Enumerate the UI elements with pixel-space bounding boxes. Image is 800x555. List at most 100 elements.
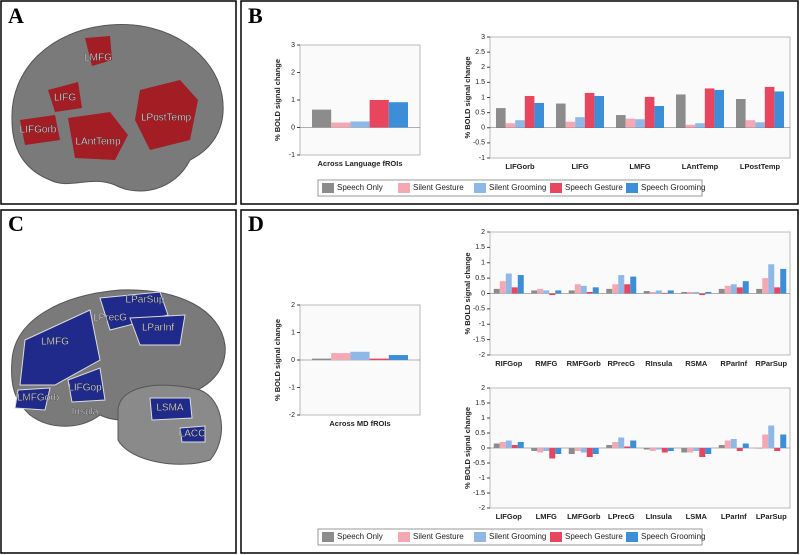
bar [774,91,784,128]
bar [549,448,556,459]
bar [493,443,500,448]
bar [756,288,763,294]
bar [745,120,756,128]
x-tick-label: LMFGorb [567,512,601,521]
legend-box [317,528,703,546]
bar [681,448,688,453]
y-tick-label: 1 [291,97,295,104]
bar [612,442,619,448]
y-tick-label: -1 [479,321,485,328]
bar [724,285,731,294]
y-tick-label: 2 [291,69,295,76]
bar [556,103,566,128]
bar [762,434,769,448]
brain-lateral [11,289,226,465]
legend-swatch [322,183,334,193]
bar [718,445,725,448]
bar [511,287,518,294]
bar [592,287,599,294]
bar [531,290,538,294]
bar [736,448,743,451]
bar [736,99,746,128]
x-tick-label: LAntTemp [682,162,719,171]
bar [718,288,725,294]
x-tick-label: RMFGorb [567,359,602,368]
bar [705,291,712,294]
bar [755,122,765,128]
region-label: LAntTemp [75,137,120,148]
panel-frame [240,0,799,205]
bar [505,440,512,448]
x-tick-label: LIFG [571,162,588,171]
y-tick-label: 2 [481,385,485,392]
region-label: Insula [72,407,99,418]
legend-label: Silent Gesture [413,532,464,541]
y-tick-label: -0.5 [473,306,485,313]
region-label: LPrecG [93,313,127,324]
bar [312,358,332,360]
legend-swatch [550,532,562,542]
y-tick-label: -1 [479,155,485,162]
bar [655,448,662,450]
bar [369,358,389,360]
bar [724,440,731,448]
bar [635,119,645,128]
legend-swatch [398,532,410,542]
bar [774,287,781,294]
bar [594,95,604,128]
bar [388,355,408,360]
x-tick-label: RInsula [645,359,673,368]
x-tick-label: LParSup [756,512,787,521]
bar [574,284,581,294]
bar [649,448,656,451]
bar [565,121,576,128]
y-tick-label: -2 [479,505,485,512]
bar [730,284,737,294]
bar [768,264,775,294]
y-tick-label: 1 [291,329,295,336]
bar [695,123,705,128]
y-tick-label: -0.5 [473,140,485,147]
region-label: LParSup [126,295,165,306]
legend-label: Speech Grooming [641,532,705,541]
y-axis-label: % BOLD signal change [463,252,472,334]
bar [705,448,712,454]
bar [630,440,637,448]
x-tick-label: LMFG [629,162,650,171]
legend-swatch [398,183,410,193]
panel-frame [240,209,799,554]
legend-swatch [322,532,334,542]
region-label: LMFG [84,53,112,64]
y-tick-label: 0.5 [475,430,485,437]
bar [612,284,619,294]
bar [661,448,668,453]
legend-label: Silent Gesture [413,183,464,192]
bar [618,275,625,294]
x-tick-label: LParInf [721,512,747,521]
y-tick-label: -2 [479,352,485,359]
bar [685,124,696,128]
bar [350,351,370,360]
y-tick-label: 2 [481,229,485,236]
bar [580,285,587,294]
bar [568,290,575,294]
bar [584,92,595,128]
region-label: LPostTemp [141,113,191,124]
y-axis-label: % BOLD signal change [463,56,472,138]
bar [699,293,706,296]
y-tick-label: 2 [481,64,485,71]
x-tick-label: Across Language fROIs [317,159,402,168]
bar [496,108,506,128]
bar [655,290,662,294]
legend-label: Speech Only [337,532,383,541]
y-tick-label: 0.5 [475,109,485,116]
y-tick-label: -1.5 [473,336,485,343]
x-tick-label: RSMA [685,359,708,368]
bar [592,448,599,454]
y-axis-label: % BOLD signal change [463,407,472,489]
panel-frame [0,0,237,205]
y-tick-label: 0 [291,357,295,364]
x-tick-label: LPostTemp [740,162,781,171]
bar [543,448,550,451]
x-tick-label: LIFGop [496,512,523,521]
